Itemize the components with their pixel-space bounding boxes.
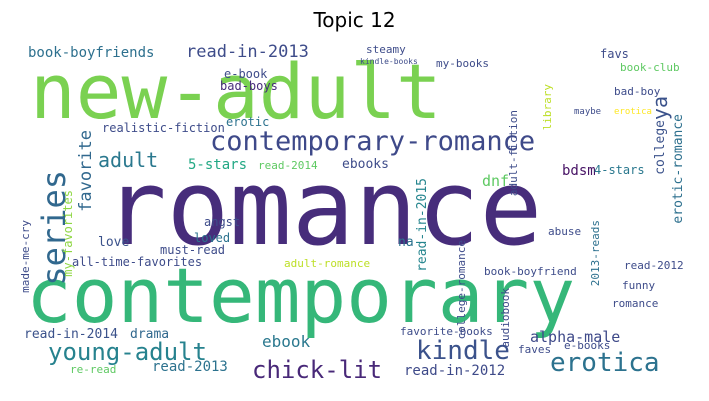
word-book-club: book-club (620, 61, 680, 74)
word-erotica: erotica (550, 348, 660, 378)
word-contemporary-romance: contemporary-romance (210, 126, 536, 157)
word-read-in-2015: read-in-2015 (415, 178, 430, 272)
word-na: na (398, 235, 414, 250)
word-library: library (541, 84, 554, 131)
word-love: love (98, 235, 130, 250)
word-young-adult: young-adult (48, 338, 207, 366)
word-loved: loved (194, 231, 231, 245)
word-my-books: my-books (436, 57, 489, 70)
word-ebook: ebook (262, 332, 311, 351)
word-cloud: new-adult romance contemporary contempor… (18, 40, 690, 380)
word-read-in-2013: read-in-2013 (186, 42, 309, 62)
word-bad-boys: bad-boys (220, 79, 278, 93)
word-book-boyfriend: book-boyfriend (484, 265, 577, 278)
word-ebooks: ebooks (342, 157, 389, 172)
word-adult-romance: adult-romance (284, 257, 371, 270)
word-romance-accent: romance (612, 297, 659, 310)
word-new-adult: new-adult (30, 47, 442, 136)
word-e-books: e-books (564, 339, 611, 352)
word-erotic: erotic (226, 115, 270, 129)
word-faves: faves (518, 343, 552, 356)
word-read-2014: read-2014 (258, 159, 318, 172)
word-bad-boy: bad-boy (614, 85, 661, 98)
word-audiobook: audiobook (499, 288, 512, 348)
word-4-stars: 4-stars (594, 163, 645, 177)
word-angst: angst (204, 215, 241, 229)
word-drama: drama (130, 327, 170, 342)
word-made-me-cry: made-me-cry (19, 220, 32, 293)
word-favs: favs (600, 47, 629, 61)
word-erotic-romance: erotic-romance (671, 114, 686, 224)
word-read-in-2012: read-in-2012 (404, 363, 506, 379)
chart-title: Topic 12 (313, 8, 396, 32)
word-steamy: steamy (366, 43, 406, 56)
word-read-in-2014: read-in-2014 (24, 327, 118, 342)
word-must-read: must-read (160, 243, 226, 257)
word-all-time-favorites: all-time-favorites (72, 255, 203, 269)
word-contemporary: contemporary (26, 251, 576, 340)
word-kindle-books: kindle-books (360, 57, 418, 66)
word-ya: ya (648, 96, 672, 121)
word-adult-fiction: adult-fiction (507, 110, 520, 197)
word-adult: adult (98, 148, 159, 172)
word-college: college (653, 120, 668, 175)
word-read-2013: read-2013 (152, 359, 228, 375)
word-abuse: abuse (548, 225, 582, 238)
word-read-2012: read-2012 (624, 259, 684, 272)
word-2013-reads: 2013-reads (589, 220, 602, 287)
word-book-boyfriends: book-boyfriends (28, 45, 155, 61)
word-erotica-small: erotica (614, 107, 652, 117)
word-dnf: dnf (482, 172, 510, 190)
word-5-stars: 5-stars (188, 157, 248, 173)
word-favorite: favorite (76, 130, 96, 212)
word-bdsm: bdsm (562, 163, 596, 179)
word-romance: romance (104, 147, 543, 269)
word-kindle: kindle (416, 336, 510, 366)
word-re-read: re-read (70, 363, 117, 376)
word-maybe: maybe (574, 107, 602, 117)
word-alpha-male: alpha-male (530, 328, 621, 346)
word-realistic-fiction: realistic-fiction (102, 121, 225, 135)
word-chick-lit: chick-lit (252, 356, 383, 380)
word-e-book: e-book (224, 67, 268, 81)
word-favorite-books: favorite-books (400, 325, 493, 338)
word-funny: funny (622, 279, 656, 292)
